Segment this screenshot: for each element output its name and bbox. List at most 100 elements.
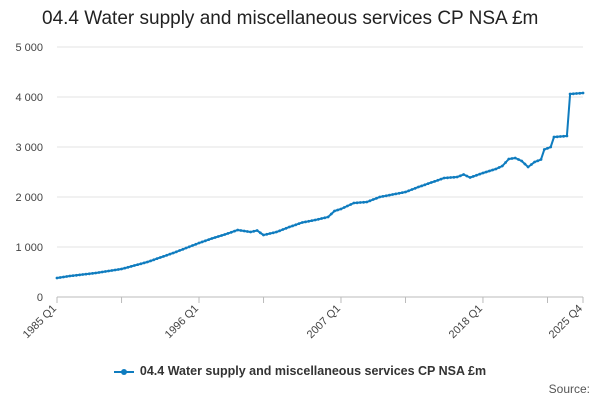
- data-point: [497, 166, 501, 169]
- data-point: [578, 91, 582, 95]
- data-point: [268, 232, 272, 235]
- data-point: [488, 169, 491, 173]
- data-point: [397, 191, 401, 195]
- data-point: [471, 175, 475, 178]
- data-point: [62, 275, 65, 279]
- data-point: [342, 206, 346, 209]
- data-point: [517, 158, 520, 161]
- data-point: [100, 270, 104, 274]
- data-point: [355, 201, 359, 205]
- data-point: [149, 259, 153, 263]
- data-point: [155, 257, 159, 260]
- data-point: [426, 182, 430, 186]
- data-point: [229, 230, 233, 234]
- data-point: [181, 247, 185, 251]
- y-tick-label-2000: 2 000: [15, 192, 43, 204]
- data-point: [459, 174, 462, 178]
- data-point: [391, 193, 394, 196]
- data-point: [197, 241, 201, 245]
- data-point: [158, 256, 162, 259]
- data-point: [420, 184, 424, 188]
- data-point: [236, 228, 240, 232]
- data-point: [581, 91, 585, 95]
- legend: 04.4 Water supply and miscellaneous serv…: [0, 364, 600, 378]
- x-tick-label: 1985 Q1: [21, 303, 59, 341]
- data-point: [68, 274, 72, 278]
- data-point: [146, 260, 149, 264]
- data-point: [571, 92, 575, 96]
- data-point: [94, 271, 98, 275]
- data-point: [75, 273, 78, 277]
- data-point: [239, 229, 243, 232]
- data-point: [388, 193, 391, 197]
- data-point: [287, 225, 291, 229]
- data-point: [568, 92, 572, 96]
- data-point: [333, 209, 336, 213]
- data-point: [491, 168, 494, 172]
- data-point: [275, 230, 278, 234]
- data-point: [446, 176, 449, 180]
- data-point: [439, 177, 443, 181]
- data-point: [329, 212, 333, 216]
- data-point: [368, 199, 372, 203]
- data-point: [362, 200, 365, 204]
- data-point: [136, 263, 140, 266]
- data-point: [139, 262, 143, 266]
- data-point: [223, 233, 227, 236]
- data-point: [162, 255, 165, 258]
- data-point: [204, 239, 207, 243]
- data-point: [126, 265, 130, 269]
- legend-swatch: [113, 367, 134, 377]
- data-point: [123, 266, 127, 270]
- data-point: [423, 183, 427, 187]
- y-axis-ticks: 0 1 000 2 000 3 000 4 000 5 000: [15, 42, 43, 304]
- data-point: [65, 275, 69, 278]
- data-point: [507, 157, 511, 161]
- data-point: [365, 200, 369, 204]
- data-point: [352, 201, 356, 205]
- data-point: [55, 276, 59, 280]
- data-point: [542, 148, 546, 151]
- data-point: [258, 231, 262, 235]
- data-point: [494, 167, 498, 171]
- y-tick-label-3000: 3 000: [15, 142, 43, 154]
- data-point: [384, 194, 388, 198]
- data-point: [78, 273, 81, 277]
- data-point: [575, 92, 578, 95]
- data-point: [297, 222, 301, 226]
- data-point: [207, 238, 211, 242]
- data-point: [555, 135, 559, 139]
- gridlines: [57, 46, 583, 248]
- data-point: [300, 221, 304, 224]
- data-point: [407, 189, 411, 193]
- data-point: [152, 258, 156, 262]
- data-point: [97, 271, 101, 274]
- data-point: [242, 229, 246, 233]
- data-point: [307, 219, 311, 223]
- data-point: [339, 207, 343, 211]
- series-group: [55, 91, 585, 280]
- data-point: [433, 180, 436, 183]
- data-point: [336, 208, 340, 212]
- data-point: [255, 229, 259, 232]
- data-point: [381, 195, 385, 198]
- data-point: [349, 203, 353, 206]
- data-point: [91, 272, 94, 275]
- data-point: [468, 176, 472, 179]
- data-point: [226, 232, 230, 235]
- data-point: [107, 269, 110, 273]
- data-point: [284, 226, 288, 230]
- data-point: [510, 157, 514, 160]
- data-point: [378, 195, 382, 199]
- data-point: [104, 270, 107, 273]
- data-point: [281, 228, 285, 231]
- data-point: [71, 274, 75, 277]
- data-point: [213, 236, 217, 239]
- data-point: [400, 191, 404, 195]
- data-point: [394, 192, 398, 196]
- data-point: [313, 218, 317, 222]
- data-point: [465, 174, 469, 178]
- data-point: [375, 196, 378, 200]
- data-point: [191, 244, 194, 247]
